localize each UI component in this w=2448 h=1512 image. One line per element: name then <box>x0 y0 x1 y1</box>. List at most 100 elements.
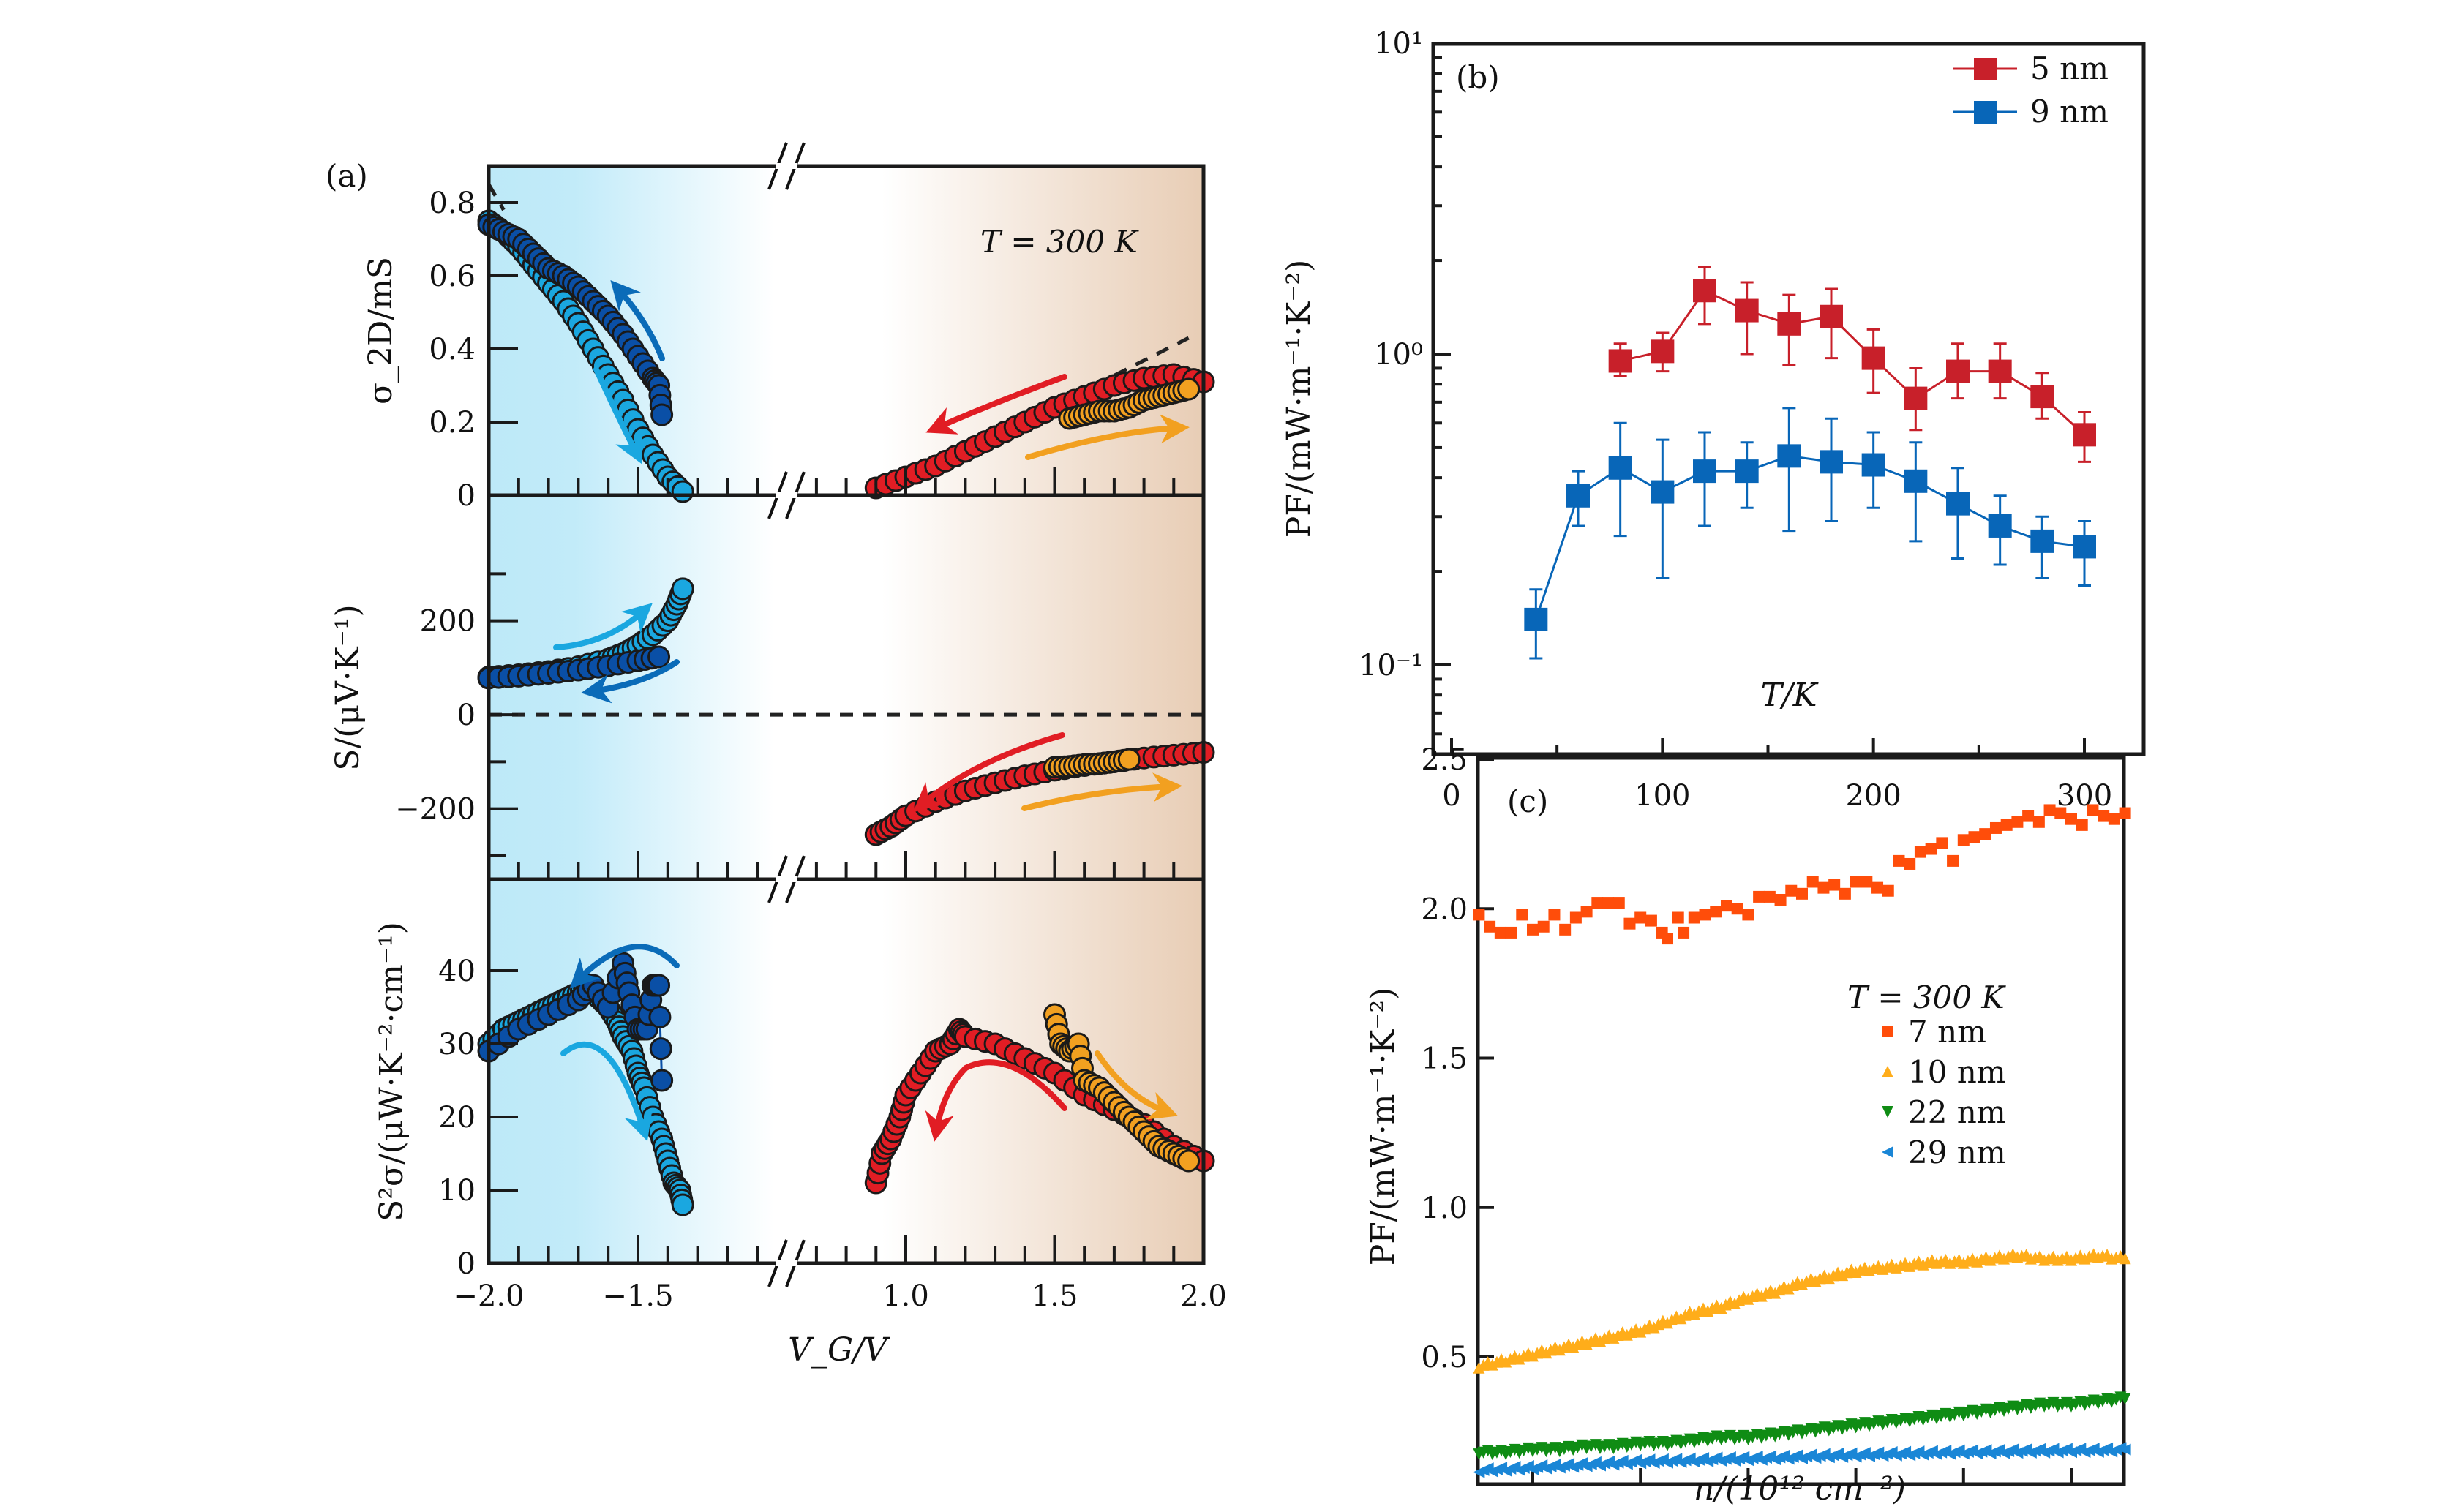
data-point-triangle-down <box>2101 1393 2114 1405</box>
panel-c-label: (c) <box>1507 783 1548 819</box>
data-point-square <box>2076 819 2088 831</box>
data-point-square <box>1828 879 1841 891</box>
data-point <box>648 1005 672 1028</box>
x-tick-label: 200 <box>1845 779 1901 813</box>
data-point-square <box>1839 887 1851 900</box>
data-point-triangle-down <box>1630 1436 1642 1448</box>
data-point <box>671 1193 694 1216</box>
y-axis-title: PF/(mW·m⁻¹·K⁻²) <box>1280 260 1318 538</box>
direction-arrow <box>925 374 1067 435</box>
dashed-guide-line <box>487 183 506 211</box>
direction-arrow <box>925 1059 1067 1142</box>
data-point-triangle-down <box>2007 1400 2019 1413</box>
data-point-triangle-down <box>2119 1393 2131 1405</box>
data-point-square <box>2054 807 2067 819</box>
data-point-square <box>2073 423 2096 447</box>
data-point-square <box>1946 359 1970 383</box>
data-point-square <box>1634 911 1647 924</box>
y-tick-label: 10¹ <box>1374 27 1423 61</box>
legend-item: 29 nm <box>1882 1135 2006 1170</box>
x-tick-label: 1.8 <box>2048 1509 2095 1512</box>
data-point <box>649 1037 672 1061</box>
data-point-square <box>1904 857 1916 870</box>
data-point-square <box>1527 923 1539 936</box>
series-22nm <box>1473 1391 2131 1461</box>
legend-label: 5 nm <box>2030 50 2109 86</box>
x-axis-title: T/K <box>1760 677 1818 714</box>
data-point-square <box>2065 813 2077 825</box>
y-tick-label: 1.5 <box>1421 1042 1468 1076</box>
data-point-square <box>1947 854 1959 867</box>
x-axis-title: n/(10¹² cm⁻²) <box>1694 1470 1906 1508</box>
data-point-square <box>1710 906 1722 918</box>
data-point-square <box>2087 804 2099 816</box>
data-point-square <box>1925 843 1937 855</box>
data-point-triangle-down <box>1993 1402 2005 1414</box>
data-point-triangle-down <box>1926 1409 1938 1421</box>
legend-marker-square <box>1974 101 1997 124</box>
data-point-square <box>1612 897 1625 909</box>
data-point <box>1117 748 1141 771</box>
data-point-triangle-down <box>1953 1406 1965 1418</box>
direction-arrow <box>569 944 680 989</box>
direction-arrow <box>553 603 653 650</box>
data-point-triangle-down <box>2034 1397 2046 1410</box>
data-point-square <box>1936 837 1948 849</box>
x-tick-label: −2.0 <box>453 1279 524 1313</box>
axis-break-marks <box>767 142 806 1287</box>
y-tick-label: 2.5 <box>1421 743 1468 777</box>
x-tick-label: 1.5 <box>1032 1279 1078 1313</box>
panel-b-legend: 5 nm 9 nm <box>1953 50 2109 129</box>
direction-arrow <box>581 659 680 704</box>
axis-break-gap <box>776 163 797 169</box>
direction-arrow <box>593 366 642 464</box>
y-tick-label: 20 <box>438 1101 476 1135</box>
x-tick-label: 1.4 <box>1833 1509 1880 1512</box>
panel-a: 0 0.2 0.4 0.6 0.8 −200 0 200 0 10 20 30 40 −2.0 −1.5 1.… <box>326 142 1227 1369</box>
data-point-square <box>1861 346 1885 370</box>
x-axis-title: V_G/V <box>788 1331 890 1369</box>
data-point-triangle-down <box>1670 1434 1683 1447</box>
data-point-square <box>1777 312 1801 336</box>
series-line <box>1620 289 2086 436</box>
data-point-square <box>1735 459 1759 484</box>
data-point-square <box>1988 359 2012 383</box>
x-tick-label: 1.0 <box>882 1279 929 1313</box>
data-point-triangle-down <box>1858 1417 1871 1429</box>
data-point-square <box>2022 810 2035 822</box>
data-point-square <box>2011 816 2024 828</box>
panel-b-frame <box>1431 42 2146 756</box>
data-point-square <box>1516 909 1528 921</box>
series-5nm <box>1608 266 2096 463</box>
data-point-square <box>1548 909 1561 921</box>
data-point-square <box>1693 279 1716 303</box>
legend-item: 22 nm <box>1882 1094 2006 1130</box>
direction-arrow <box>610 280 665 361</box>
data-point-square <box>1731 903 1743 915</box>
data-point-triangle-down <box>1765 1427 1777 1440</box>
y-tick-label: 0.6 <box>429 260 476 293</box>
axis-break-gap <box>776 876 797 882</box>
legend-item-9nm: 9 nm <box>1953 94 2109 129</box>
data-point-triangle-down <box>1940 1407 1952 1420</box>
direction-arrow <box>1095 1050 1179 1120</box>
data-point-triangle-down <box>1967 1404 1979 1417</box>
series-10nm <box>1473 1248 2131 1374</box>
panel-c-legend: 7 nm 10 nm 22 nm 29 nm <box>1882 1014 2006 1170</box>
data-point-square <box>1678 926 1690 939</box>
data-point-square <box>1566 484 1590 508</box>
data-point-square <box>1785 884 1798 897</box>
direction-arrow <box>1021 772 1182 811</box>
data-point-triangle-down <box>1751 1429 1763 1441</box>
data-point-triangle-down <box>1697 1432 1710 1444</box>
data-point-square <box>2098 810 2110 822</box>
y-tick-label: 0.8 <box>429 187 476 220</box>
data-point-square <box>2030 385 2054 409</box>
x-tick-label: −1.5 <box>602 1279 673 1313</box>
data-point-square <box>1968 831 1980 843</box>
data-point-square <box>1861 876 1873 888</box>
data-point-square <box>1753 890 1765 903</box>
subplot-seebeck <box>477 577 1215 846</box>
x-tick-label: 1.2 <box>1725 1509 1772 1512</box>
